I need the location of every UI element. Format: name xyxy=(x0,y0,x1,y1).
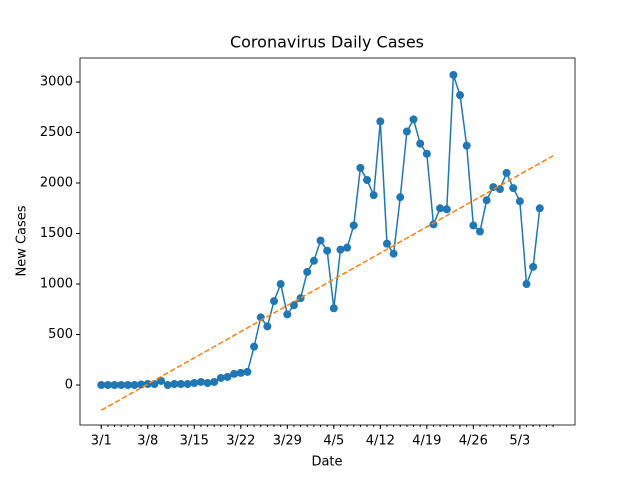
data-point xyxy=(535,204,544,213)
series-line xyxy=(101,74,541,386)
data-point xyxy=(323,246,332,255)
data-point xyxy=(97,381,106,390)
data-point xyxy=(130,381,139,390)
data-point xyxy=(190,378,199,387)
x-tick-label: 3/15 xyxy=(180,434,209,449)
y-tick-label: 0 xyxy=(65,378,73,393)
data-point xyxy=(176,379,185,388)
data-point xyxy=(449,70,458,79)
chart-title: Coronavirus Daily Cases xyxy=(230,33,424,52)
data-point xyxy=(210,377,219,386)
data-point xyxy=(223,372,232,381)
data-point xyxy=(329,304,338,313)
data-point xyxy=(469,221,478,230)
x-tick-label: 3/29 xyxy=(273,434,302,449)
data-point xyxy=(163,381,172,390)
data-point xyxy=(157,376,166,385)
data-point xyxy=(529,262,538,271)
data-point xyxy=(336,245,345,254)
data-point xyxy=(475,227,484,236)
y-tick-label: 2500 xyxy=(40,125,73,140)
data-point xyxy=(456,91,465,100)
data-point xyxy=(316,236,325,245)
data-point xyxy=(356,163,365,172)
data-point xyxy=(216,373,225,382)
x-tick-label: 4/12 xyxy=(366,434,395,449)
data-point xyxy=(289,301,298,310)
y-tick-label: 3000 xyxy=(40,75,73,90)
data-point xyxy=(276,280,285,289)
plot-frame xyxy=(79,57,576,426)
data-point xyxy=(283,310,292,319)
data-point xyxy=(502,168,511,177)
data-point xyxy=(363,175,372,184)
data-point xyxy=(230,369,239,378)
x-tick-label: 3/22 xyxy=(226,434,255,449)
x-tick-label: 5/3 xyxy=(509,434,530,449)
data-point xyxy=(349,221,358,230)
x-tick-label: 3/1 xyxy=(91,434,112,449)
data-point xyxy=(396,193,405,202)
data-point xyxy=(389,249,398,258)
data-point xyxy=(462,141,471,150)
data-point xyxy=(509,184,518,193)
data-point xyxy=(369,191,378,200)
data-point xyxy=(382,239,391,248)
y-tick-label: 1000 xyxy=(40,277,73,292)
data-point xyxy=(110,381,119,390)
data-point xyxy=(495,185,504,194)
data-point xyxy=(436,204,445,213)
data-point xyxy=(263,322,272,331)
data-point xyxy=(236,368,245,377)
data-point xyxy=(522,280,531,289)
data-point xyxy=(123,381,132,390)
x-axis-label: Date xyxy=(311,455,342,470)
data-point xyxy=(402,127,411,136)
x-tick-label: 3/8 xyxy=(137,434,158,449)
data-point xyxy=(170,379,179,388)
data-point xyxy=(303,267,312,276)
y-tick-label: 2000 xyxy=(40,176,73,191)
y-tick-label: 1500 xyxy=(40,226,73,241)
data-point xyxy=(117,381,126,390)
y-tick-label: 500 xyxy=(48,327,73,342)
data-point xyxy=(409,115,418,124)
data-point xyxy=(482,196,491,205)
data-point xyxy=(196,377,205,386)
x-tick-label: 4/5 xyxy=(323,434,344,449)
data-point xyxy=(416,139,425,148)
data-point xyxy=(203,378,212,387)
data-point xyxy=(296,294,305,303)
y-axis-label: New Cases xyxy=(15,205,30,276)
data-point xyxy=(422,149,431,158)
data-point xyxy=(243,367,252,376)
data-point xyxy=(309,256,318,265)
data-point xyxy=(250,342,259,351)
data-point xyxy=(442,205,451,214)
data-point xyxy=(376,117,385,126)
data-point xyxy=(103,381,112,390)
series-line xyxy=(100,155,554,411)
data-point xyxy=(515,197,524,206)
x-tick-label: 4/26 xyxy=(459,434,488,449)
data-point xyxy=(183,379,192,388)
data-point xyxy=(343,243,352,252)
data-point xyxy=(270,297,279,306)
x-tick-label: 4/19 xyxy=(412,434,441,449)
